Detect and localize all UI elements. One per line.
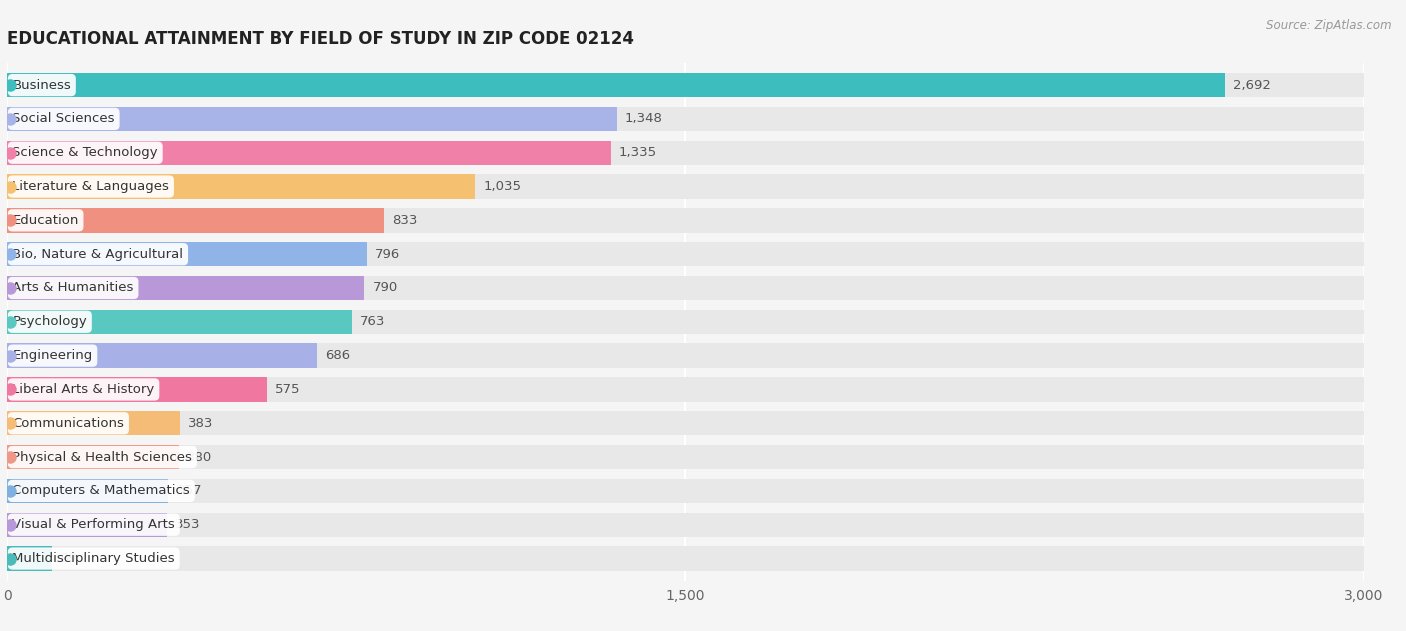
- Bar: [7, 208, 384, 233]
- Text: Literature & Languages: Literature & Languages: [13, 180, 169, 193]
- Text: Computers & Mathematics: Computers & Mathematics: [13, 485, 190, 497]
- Text: Visual & Performing Arts: Visual & Performing Arts: [13, 518, 176, 531]
- Text: Social Sciences: Social Sciences: [13, 112, 115, 126]
- Text: 790: 790: [373, 281, 398, 295]
- Text: 1,035: 1,035: [484, 180, 522, 193]
- Bar: [7, 310, 1364, 334]
- Text: Education: Education: [13, 214, 79, 227]
- Text: Science & Technology: Science & Technology: [13, 146, 157, 159]
- Text: 1,348: 1,348: [624, 112, 662, 126]
- Text: Arts & Humanities: Arts & Humanities: [13, 281, 134, 295]
- Text: 357: 357: [177, 485, 202, 497]
- Bar: [7, 276, 1364, 300]
- Bar: [7, 73, 1364, 97]
- Text: 99: 99: [60, 552, 77, 565]
- Text: Physical & Health Sciences: Physical & Health Sciences: [13, 451, 193, 464]
- Bar: [7, 479, 169, 503]
- Text: Business: Business: [13, 79, 72, 91]
- Bar: [7, 479, 1364, 503]
- Text: 383: 383: [188, 416, 214, 430]
- Text: EDUCATIONAL ATTAINMENT BY FIELD OF STUDY IN ZIP CODE 02124: EDUCATIONAL ATTAINMENT BY FIELD OF STUDY…: [7, 30, 634, 48]
- Bar: [7, 174, 475, 199]
- Bar: [7, 107, 617, 131]
- Text: Bio, Nature & Agricultural: Bio, Nature & Agricultural: [13, 248, 183, 261]
- Text: Psychology: Psychology: [13, 316, 87, 328]
- Bar: [7, 411, 1364, 435]
- Bar: [7, 141, 1364, 165]
- Text: 353: 353: [174, 518, 200, 531]
- Bar: [7, 512, 167, 537]
- Bar: [7, 546, 1364, 570]
- Bar: [7, 343, 1364, 368]
- Bar: [7, 512, 1364, 537]
- Bar: [7, 141, 610, 165]
- Bar: [7, 276, 364, 300]
- Text: 763: 763: [360, 316, 385, 328]
- Text: 1,335: 1,335: [619, 146, 657, 159]
- Bar: [7, 377, 267, 401]
- Bar: [7, 73, 1225, 97]
- Bar: [7, 107, 1364, 131]
- Text: 380: 380: [187, 451, 212, 464]
- Bar: [7, 310, 351, 334]
- Bar: [7, 377, 1364, 401]
- Bar: [7, 445, 179, 469]
- Bar: [7, 208, 1364, 233]
- Text: 833: 833: [392, 214, 418, 227]
- Bar: [7, 343, 318, 368]
- Bar: [7, 242, 367, 266]
- Text: 686: 686: [325, 349, 350, 362]
- Text: Engineering: Engineering: [13, 349, 93, 362]
- Bar: [7, 546, 52, 570]
- Text: Communications: Communications: [13, 416, 124, 430]
- Text: Liberal Arts & History: Liberal Arts & History: [13, 383, 155, 396]
- Text: Source: ZipAtlas.com: Source: ZipAtlas.com: [1267, 19, 1392, 32]
- Text: 2,692: 2,692: [1233, 79, 1271, 91]
- Bar: [7, 411, 180, 435]
- Bar: [7, 242, 1364, 266]
- Text: 575: 575: [276, 383, 301, 396]
- Bar: [7, 445, 1364, 469]
- Bar: [7, 174, 1364, 199]
- Text: 796: 796: [375, 248, 401, 261]
- Text: Multidisciplinary Studies: Multidisciplinary Studies: [13, 552, 176, 565]
